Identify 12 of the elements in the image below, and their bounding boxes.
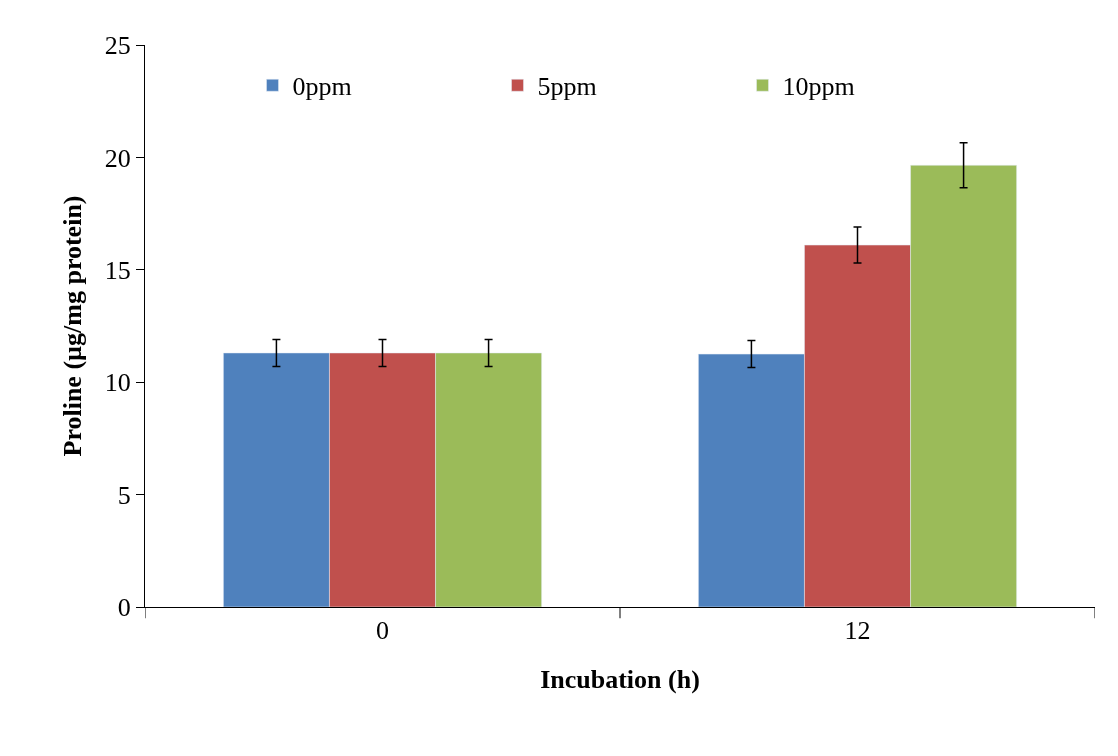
x-tick-label: 12	[844, 616, 871, 646]
x-axis-title: Incubation (h)	[540, 664, 700, 694]
y-tick-label: 10	[104, 368, 131, 398]
legend-label: 5ppm	[537, 72, 597, 102]
legend-label: 10ppm	[782, 72, 855, 102]
y-tick-label: 15	[104, 255, 131, 285]
y-axis-title: Proline (µg/mg protein)	[58, 195, 88, 457]
y-tick-label: 0	[117, 593, 131, 623]
y-tick-label: 25	[104, 31, 131, 61]
legend-label: 0ppm	[292, 72, 352, 102]
y-tick-label: 20	[104, 143, 131, 173]
y-tick-label: 5	[117, 480, 131, 510]
